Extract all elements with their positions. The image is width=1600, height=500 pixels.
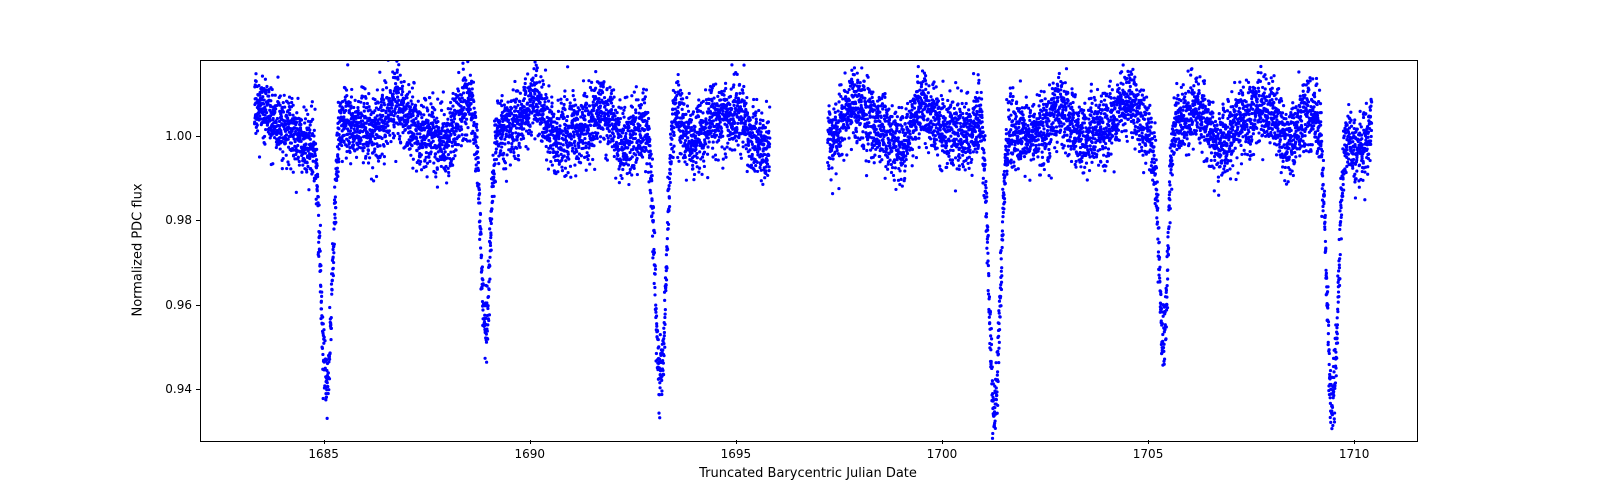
x-tick-label: 1700 xyxy=(927,447,958,461)
figure-container: Truncated Barycentric Julian Date Normal… xyxy=(0,0,1600,500)
y-tick-label: 0.96 xyxy=(156,298,192,312)
y-tick-label: 0.94 xyxy=(156,382,192,396)
x-tick-label: 1685 xyxy=(308,447,339,461)
x-tick-label: 1695 xyxy=(721,447,752,461)
scatter-plot-canvas xyxy=(201,61,1417,441)
y-tick-label: 0.98 xyxy=(156,213,192,227)
x-tick-label: 1705 xyxy=(1133,447,1164,461)
y-axis-label: Normalized PDC flux xyxy=(131,183,146,316)
y-tick-label: 1.00 xyxy=(156,129,192,143)
x-tick-label: 1690 xyxy=(514,447,545,461)
x-tick-label: 1710 xyxy=(1339,447,1370,461)
plot-axes xyxy=(200,60,1418,442)
x-axis-label: Truncated Barycentric Julian Date xyxy=(699,466,917,481)
